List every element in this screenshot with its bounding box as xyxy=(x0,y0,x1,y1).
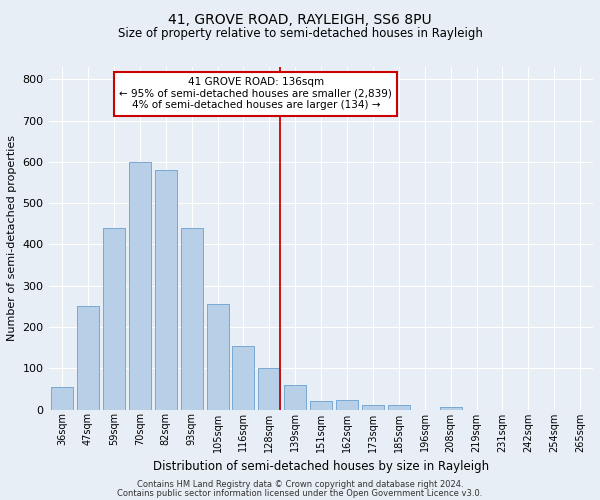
Text: Contains public sector information licensed under the Open Government Licence v3: Contains public sector information licen… xyxy=(118,488,482,498)
Bar xyxy=(129,162,151,410)
Y-axis label: Number of semi-detached properties: Number of semi-detached properties xyxy=(7,136,17,342)
Text: Contains HM Land Registry data © Crown copyright and database right 2024.: Contains HM Land Registry data © Crown c… xyxy=(137,480,463,489)
Text: 41, GROVE ROAD, RAYLEIGH, SS6 8PU: 41, GROVE ROAD, RAYLEIGH, SS6 8PU xyxy=(168,12,432,26)
Bar xyxy=(310,402,332,409)
Bar xyxy=(181,228,203,410)
Bar xyxy=(259,368,280,410)
Bar xyxy=(362,406,384,409)
Bar xyxy=(103,228,125,410)
Bar xyxy=(232,346,254,410)
Bar xyxy=(440,406,461,410)
Text: Size of property relative to semi-detached houses in Rayleigh: Size of property relative to semi-detach… xyxy=(118,28,482,40)
Bar xyxy=(77,306,99,410)
Bar xyxy=(284,385,306,409)
Bar xyxy=(206,304,229,410)
Bar xyxy=(155,170,177,410)
X-axis label: Distribution of semi-detached houses by size in Rayleigh: Distribution of semi-detached houses by … xyxy=(153,460,489,473)
Bar xyxy=(388,406,410,409)
Bar xyxy=(336,400,358,409)
Text: 41 GROVE ROAD: 136sqm
← 95% of semi-detached houses are smaller (2,839)
4% of se: 41 GROVE ROAD: 136sqm ← 95% of semi-deta… xyxy=(119,77,392,110)
Bar xyxy=(51,387,73,409)
